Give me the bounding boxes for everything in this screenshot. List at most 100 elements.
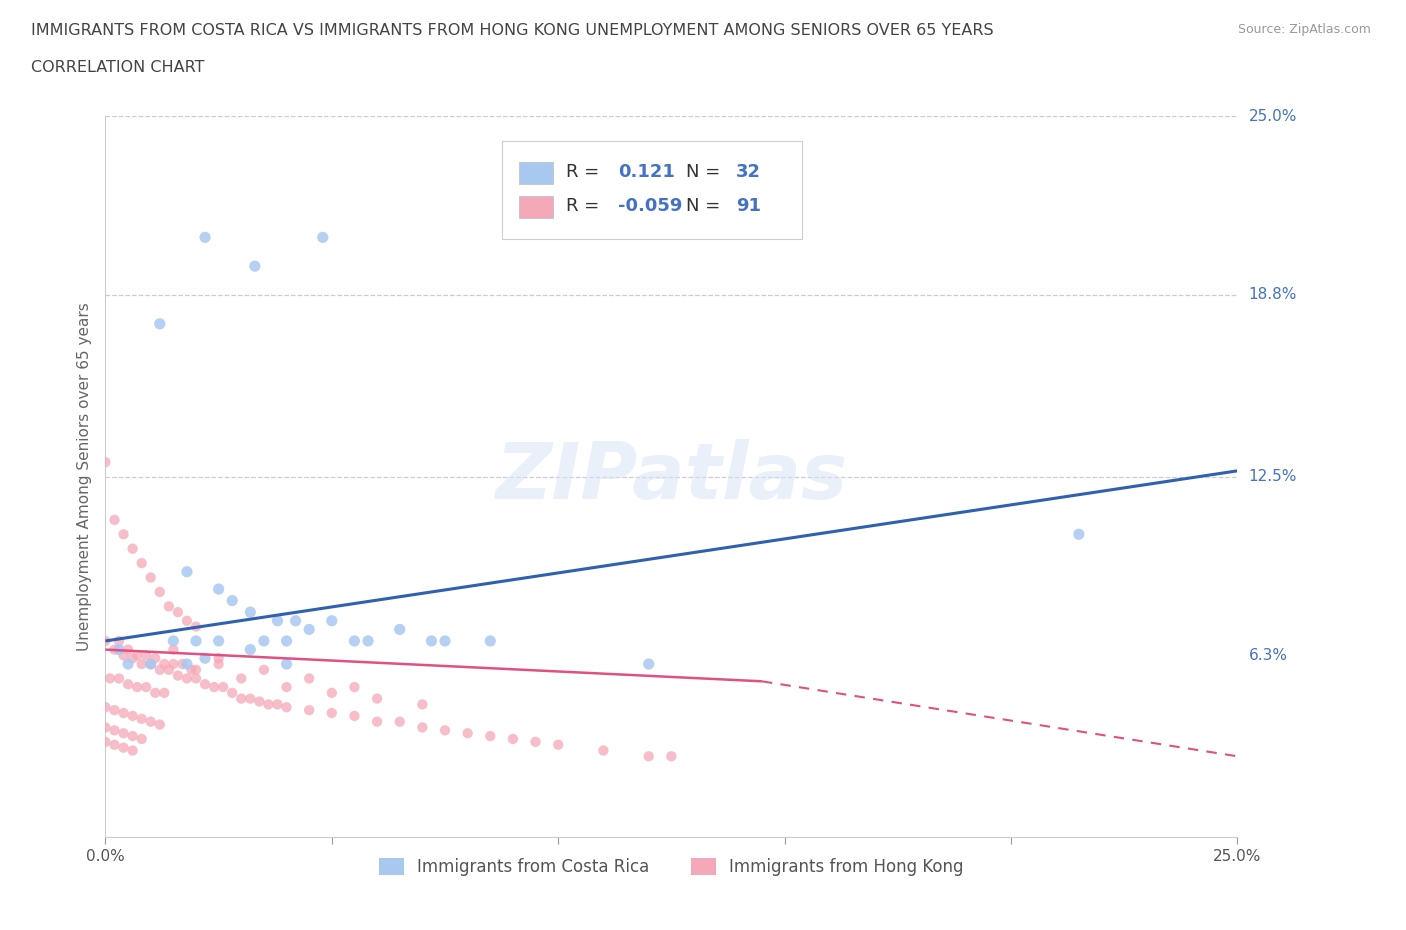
Point [321, 685, 343, 700]
Point [112, 725, 135, 740]
FancyBboxPatch shape [519, 163, 553, 184]
Point [127, 648, 149, 663]
Point [547, 737, 569, 752]
Point [184, 633, 207, 648]
Point [162, 633, 184, 648]
Point [112, 706, 135, 721]
Point [202, 680, 225, 695]
Point [176, 614, 198, 629]
Point [108, 633, 131, 648]
Point [194, 677, 217, 692]
Point [143, 685, 166, 700]
Point [112, 526, 135, 541]
Point [524, 735, 547, 750]
Point [312, 230, 335, 245]
Point [343, 633, 366, 648]
Point [247, 694, 270, 709]
Point [117, 677, 139, 692]
FancyBboxPatch shape [519, 196, 553, 218]
Point [266, 614, 288, 629]
Point [433, 723, 456, 737]
Point [366, 691, 388, 706]
Point [131, 732, 153, 747]
Point [239, 642, 262, 657]
Text: 18.8%: 18.8% [1249, 287, 1296, 302]
Point [239, 691, 262, 706]
Point [592, 743, 614, 758]
Point [139, 657, 162, 671]
Point [212, 680, 235, 695]
Point [149, 717, 172, 732]
Point [153, 685, 176, 700]
Point [321, 706, 343, 721]
Point [176, 565, 198, 579]
Point [366, 714, 388, 729]
Point [131, 711, 153, 726]
Point [1067, 526, 1090, 541]
Point [176, 657, 198, 671]
Text: 12.5%: 12.5% [1249, 469, 1296, 485]
Point [121, 743, 143, 758]
Point [502, 732, 524, 747]
Point [94, 455, 117, 470]
Point [103, 703, 125, 718]
Point [184, 671, 207, 686]
Point [194, 651, 217, 666]
Point [135, 680, 157, 695]
Point [411, 720, 433, 735]
Point [153, 657, 176, 671]
Point [108, 671, 131, 686]
Point [112, 740, 135, 755]
Point [103, 737, 125, 752]
Point [388, 714, 411, 729]
Point [239, 604, 262, 619]
Text: Source: ZipAtlas.com: Source: ZipAtlas.com [1237, 23, 1371, 36]
Point [103, 642, 125, 657]
Point [176, 671, 198, 686]
Point [117, 642, 139, 657]
Point [221, 593, 243, 608]
Text: CORRELATION CHART: CORRELATION CHART [31, 60, 204, 75]
Point [298, 671, 321, 686]
Point [208, 633, 231, 648]
Point [479, 729, 502, 744]
Point [143, 651, 166, 666]
Text: 6.3%: 6.3% [1249, 648, 1288, 663]
Point [257, 697, 280, 711]
Point [253, 662, 276, 677]
Point [172, 657, 194, 671]
Point [98, 671, 121, 686]
Point [149, 585, 172, 600]
Point [637, 749, 659, 764]
Text: R =: R = [567, 164, 605, 181]
Point [343, 709, 366, 724]
Text: N =: N = [686, 164, 725, 181]
Point [253, 633, 276, 648]
Point [343, 680, 366, 695]
Text: 32: 32 [735, 164, 761, 181]
Text: R =: R = [567, 197, 605, 216]
Text: 25.0%: 25.0% [1249, 109, 1296, 124]
Point [184, 619, 207, 634]
Y-axis label: Unemployment Among Seniors over 65 years: Unemployment Among Seniors over 65 years [76, 302, 91, 651]
Point [157, 662, 180, 677]
Point [162, 657, 184, 671]
Point [433, 633, 456, 648]
Point [167, 604, 190, 619]
Point [411, 697, 433, 711]
Point [94, 700, 117, 715]
Point [162, 642, 184, 657]
Point [208, 581, 231, 596]
Point [131, 657, 153, 671]
Text: -0.059: -0.059 [619, 197, 682, 216]
Point [276, 680, 298, 695]
Point [221, 685, 243, 700]
Point [194, 230, 217, 245]
Point [121, 709, 143, 724]
Point [231, 691, 253, 706]
Point [457, 725, 479, 740]
Point [139, 714, 162, 729]
Point [298, 703, 321, 718]
Point [266, 697, 288, 711]
Point [243, 259, 266, 273]
